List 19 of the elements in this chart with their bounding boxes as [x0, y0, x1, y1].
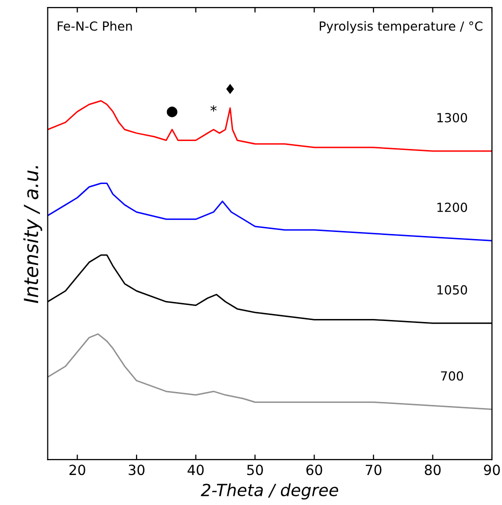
- x-tick-label: 90: [484, 464, 500, 476]
- x-axis-title: 2-Theta / degree: [200, 483, 338, 500]
- y-axis-title: Intensity / a.u.: [23, 166, 42, 304]
- text: Fe-N-C Phen: [58, 21, 132, 31]
- annotation: *: [210, 105, 217, 112]
- x-tick-label: 50: [247, 464, 263, 476]
- annotation: ●: [166, 106, 178, 118]
- text: 1300: [437, 112, 468, 122]
- x-tick-label: 40: [188, 464, 204, 476]
- x-tick-label: 20: [69, 464, 86, 476]
- x-tick-label: 30: [128, 464, 144, 476]
- text: 700: [441, 371, 464, 381]
- x-tick-label: 60: [306, 464, 322, 476]
- x-tick-label: 70: [366, 464, 382, 476]
- text: 1200: [437, 202, 468, 212]
- text: 1050: [437, 285, 468, 295]
- text: Pyrolysis temperature / °C: [320, 21, 482, 34]
- annotation: ♦: [226, 84, 234, 94]
- x-tick-label: 80: [424, 464, 441, 476]
